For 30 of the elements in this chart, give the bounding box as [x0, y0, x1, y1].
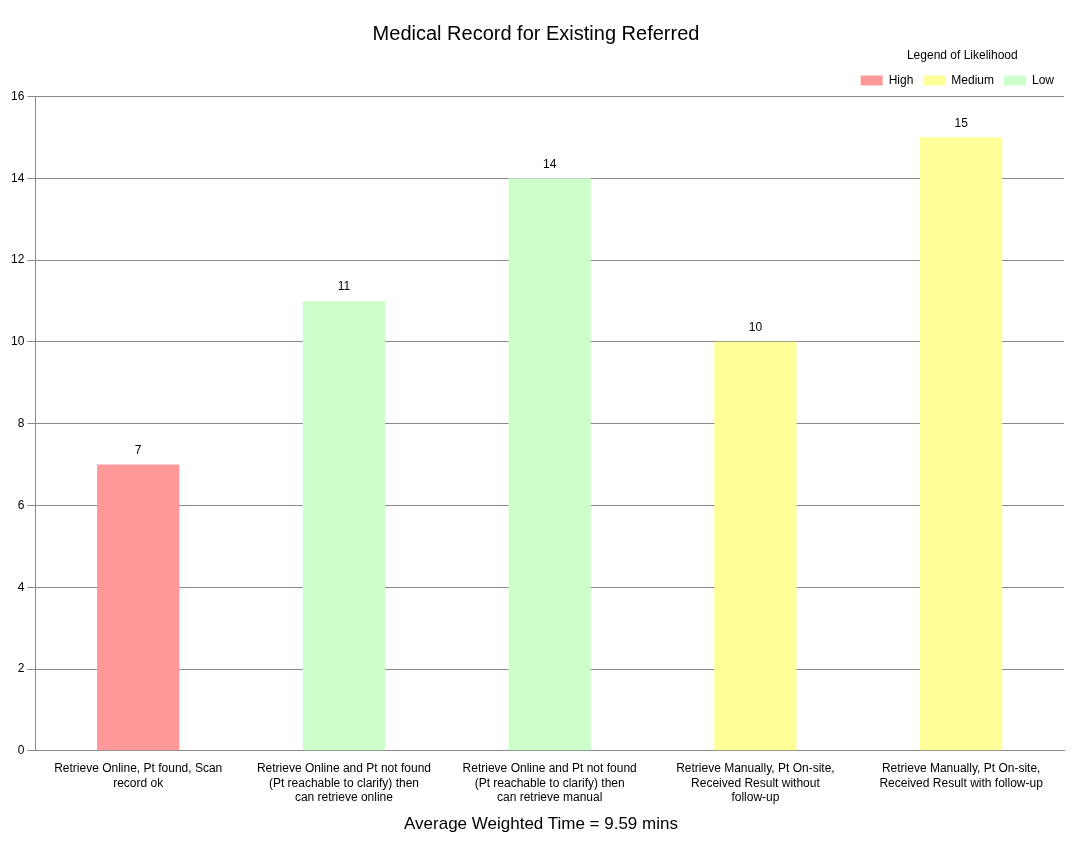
- bar: [302, 300, 386, 751]
- legend-label: Low: [1031, 72, 1055, 87]
- legend-label: High: [888, 72, 914, 87]
- y-tick-label: 2: [17, 661, 25, 676]
- data-label: 15: [954, 115, 969, 130]
- x-tick-label: Retrieve Online and Pt not found (Pt reachable to clarify) then can retrieve online: [256, 761, 432, 805]
- legend-label: Medium: [951, 72, 994, 87]
- y-tick-label: 16: [10, 88, 25, 103]
- bar: [97, 464, 180, 751]
- y-tick-label: 14: [10, 170, 25, 185]
- data-label: 14: [542, 156, 557, 171]
- bar: [508, 178, 591, 751]
- y-tick-label: 4: [17, 579, 25, 594]
- text: Average Weighted Time = 9.59 mins: [403, 814, 679, 834]
- data-label: 10: [748, 320, 763, 335]
- y-tick-label: 12: [10, 252, 25, 267]
- y-tick-label: 10: [10, 334, 25, 349]
- legend-title: Legend of Likelihood: [906, 48, 1018, 63]
- chart-title: Medical Record for Existing Referred: [372, 21, 700, 44]
- data-label: 11: [337, 279, 351, 294]
- x-tick-label: Retrieve Online, Pt found, Scan record ok: [54, 761, 223, 790]
- x-tick-label: Retrieve Manually, Pt On-site, Received Result with follow-up: [879, 761, 1044, 790]
- y-tick-label: 6: [17, 497, 25, 512]
- y-tick-label: 0: [17, 743, 25, 758]
- bar: [919, 137, 1003, 751]
- bar: [714, 341, 797, 751]
- data-label: 7: [134, 442, 142, 457]
- x-tick-label: Retrieve Online and Pt not found (Pt reachable to clarify) then can retrieve manual: [462, 761, 637, 805]
- y-tick-label: 8: [17, 415, 25, 430]
- x-tick-label: Retrieve Manually, Pt On-site, Received Result without follow-up: [676, 761, 835, 805]
